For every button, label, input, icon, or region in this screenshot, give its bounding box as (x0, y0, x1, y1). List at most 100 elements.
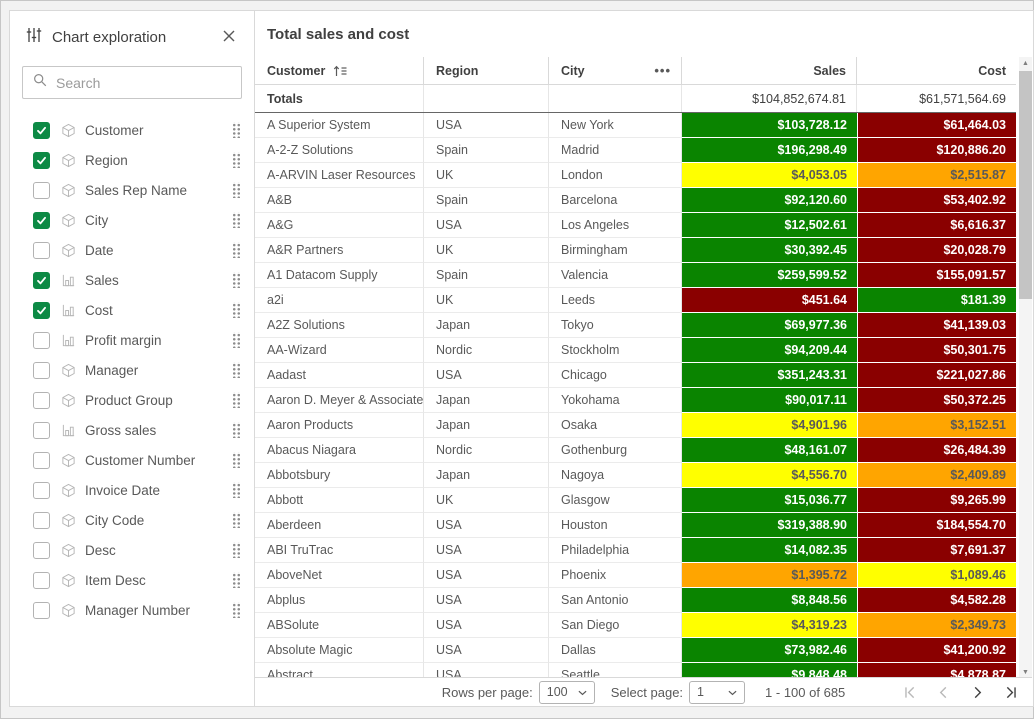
customer-cell[interactable]: Aaron D. Meyer & Associates (255, 388, 424, 413)
cost-value-cell[interactable]: $221,027.86 (857, 363, 1016, 388)
field-item-customer-number[interactable]: Customer Number (10, 445, 254, 475)
table-row[interactable]: Absolute Magic USA Dallas $73,982.46 $41,200… (255, 638, 1016, 663)
sales-value-cell[interactable]: $351,243.31 (682, 363, 857, 388)
customer-cell[interactable]: A&R Partners (255, 238, 424, 263)
cost-value-cell[interactable]: $184,554.70 (857, 513, 1016, 538)
search-input[interactable] (56, 74, 237, 91)
city-cell[interactable]: Gothenburg (549, 438, 682, 463)
sales-value-cell[interactable]: $48,161.07 (682, 438, 857, 463)
sales-value-cell[interactable]: $94,209.44 (682, 338, 857, 363)
region-cell[interactable]: USA (424, 563, 549, 588)
cost-value-cell[interactable]: $3,152.51 (857, 413, 1016, 438)
cost-value-cell[interactable]: $61,464.03 (857, 113, 1016, 138)
region-cell[interactable]: USA (424, 588, 549, 613)
sales-value-cell[interactable]: $14,082.35 (682, 538, 857, 563)
drag-handle-icon[interactable] (232, 602, 241, 618)
region-cell[interactable]: Spain (424, 138, 549, 163)
table-row[interactable]: Abplus USA San Antonio $8,848.56 $4,582.28 (255, 588, 1016, 613)
region-cell[interactable]: USA (424, 363, 549, 388)
city-cell[interactable]: Los Angeles (549, 213, 682, 238)
field-item-item-desc[interactable]: Item Desc (10, 565, 254, 595)
cost-value-cell[interactable]: $1,089.46 (857, 563, 1016, 588)
checkbox-unchecked[interactable] (33, 601, 50, 619)
checkbox-unchecked[interactable] (33, 361, 50, 379)
city-cell[interactable]: Philadelphia (549, 538, 682, 563)
drag-handle-icon[interactable] (232, 572, 241, 588)
table-row[interactable]: A-2-Z Solutions Spain Madrid $196,298.49 $12… (255, 138, 1016, 163)
city-cell[interactable]: New York (549, 113, 682, 138)
table-row[interactable]: Aberdeen USA Houston $319,388.90 $184,554.70 (255, 513, 1016, 538)
column-header-sales[interactable]: Sales (682, 57, 857, 84)
drag-handle-icon[interactable] (232, 452, 241, 468)
city-cell[interactable]: Tokyo (549, 313, 682, 338)
city-cell[interactable]: Glasgow (549, 488, 682, 513)
checkbox-unchecked[interactable] (33, 421, 50, 439)
checkbox-unchecked[interactable] (33, 181, 50, 199)
checkbox-checked[interactable] (33, 151, 50, 169)
city-cell[interactable]: Madrid (549, 138, 682, 163)
drag-handle-icon[interactable] (232, 542, 241, 558)
field-item-sales[interactable]: Sales (10, 265, 254, 295)
sales-value-cell[interactable]: $9,848.48 (682, 663, 857, 679)
city-cell[interactable]: Phoenix (549, 563, 682, 588)
sales-value-cell[interactable]: $196,298.49 (682, 138, 857, 163)
cost-value-cell[interactable]: $41,200.92 (857, 638, 1016, 663)
previous-page-button[interactable] (937, 686, 950, 699)
checkbox-unchecked[interactable] (33, 481, 50, 499)
column-header-region[interactable]: Region (424, 57, 549, 84)
drag-handle-icon[interactable] (232, 272, 241, 288)
drag-handle-icon[interactable] (232, 482, 241, 498)
sales-value-cell[interactable]: $15,036.77 (682, 488, 857, 513)
cost-value-cell[interactable]: $53,402.92 (857, 188, 1016, 213)
customer-cell[interactable]: A2Z Solutions (255, 313, 424, 338)
table-row[interactable]: A&G USA Los Angeles $12,502.61 $6,616.37 (255, 213, 1016, 238)
cost-value-cell[interactable]: $9,265.99 (857, 488, 1016, 513)
cost-value-cell[interactable]: $20,028.79 (857, 238, 1016, 263)
region-cell[interactable]: UK (424, 488, 549, 513)
checkbox-unchecked[interactable] (33, 451, 50, 469)
sales-value-cell[interactable]: $90,017.11 (682, 388, 857, 413)
region-cell[interactable]: Spain (424, 263, 549, 288)
customer-cell[interactable]: a2i (255, 288, 424, 313)
checkbox-unchecked[interactable] (33, 331, 50, 349)
region-cell[interactable]: UK (424, 238, 549, 263)
table-row[interactable]: AboveNet USA Phoenix $1,395.72 $1,089.46 (255, 563, 1016, 588)
table-row[interactable]: A Superior System USA New York $103,728.12 $… (255, 113, 1016, 138)
customer-cell[interactable]: Abbotsbury (255, 463, 424, 488)
region-cell[interactable]: Japan (424, 463, 549, 488)
table-row[interactable]: ABI TruTrac USA Philadelphia $14,082.35 $7,6… (255, 538, 1016, 563)
region-cell[interactable]: UK (424, 163, 549, 188)
sales-value-cell[interactable]: $319,388.90 (682, 513, 857, 538)
table-row[interactable]: Aadast USA Chicago $351,243.31 $221,027.86 (255, 363, 1016, 388)
city-cell[interactable]: Seattle (549, 663, 682, 679)
drag-handle-icon[interactable] (232, 362, 241, 378)
customer-cell[interactable]: ABI TruTrac (255, 538, 424, 563)
scrollbar-thumb[interactable] (1019, 71, 1032, 299)
drag-handle-icon[interactable] (232, 512, 241, 528)
cost-value-cell[interactable]: $50,301.75 (857, 338, 1016, 363)
cost-value-cell[interactable]: $26,484.39 (857, 438, 1016, 463)
city-cell[interactable]: San Diego (549, 613, 682, 638)
city-cell[interactable]: Birmingham (549, 238, 682, 263)
checkbox-unchecked[interactable] (33, 241, 50, 259)
checkbox-unchecked[interactable] (33, 571, 50, 589)
cost-value-cell[interactable]: $120,886.20 (857, 138, 1016, 163)
cost-value-cell[interactable]: $6,616.37 (857, 213, 1016, 238)
region-cell[interactable]: Nordic (424, 338, 549, 363)
checkbox-checked[interactable] (33, 211, 50, 229)
region-cell[interactable]: UK (424, 288, 549, 313)
table-row[interactable]: Aaron Products Japan Osaka $4,901.96 $3,152.… (255, 413, 1016, 438)
rows-per-page-select[interactable]: 100 (538, 680, 595, 704)
table-row[interactable]: a2i UK Leeds $451.64 $181.39 (255, 288, 1016, 313)
region-cell[interactable]: USA (424, 638, 549, 663)
cost-value-cell[interactable]: $41,139.03 (857, 313, 1016, 338)
region-cell[interactable]: Japan (424, 413, 549, 438)
cost-value-cell[interactable]: $50,372.25 (857, 388, 1016, 413)
column-header-cost[interactable]: Cost (978, 63, 1006, 78)
drag-handle-icon[interactable] (232, 122, 241, 138)
drag-handle-icon[interactable] (232, 152, 241, 168)
table-row[interactable]: Abbotsbury Japan Nagoya $4,556.70 $2,409.89 (255, 463, 1016, 488)
region-cell[interactable]: USA (424, 538, 549, 563)
city-cell[interactable]: Nagoya (549, 463, 682, 488)
page-select[interactable]: 1 (689, 680, 746, 704)
